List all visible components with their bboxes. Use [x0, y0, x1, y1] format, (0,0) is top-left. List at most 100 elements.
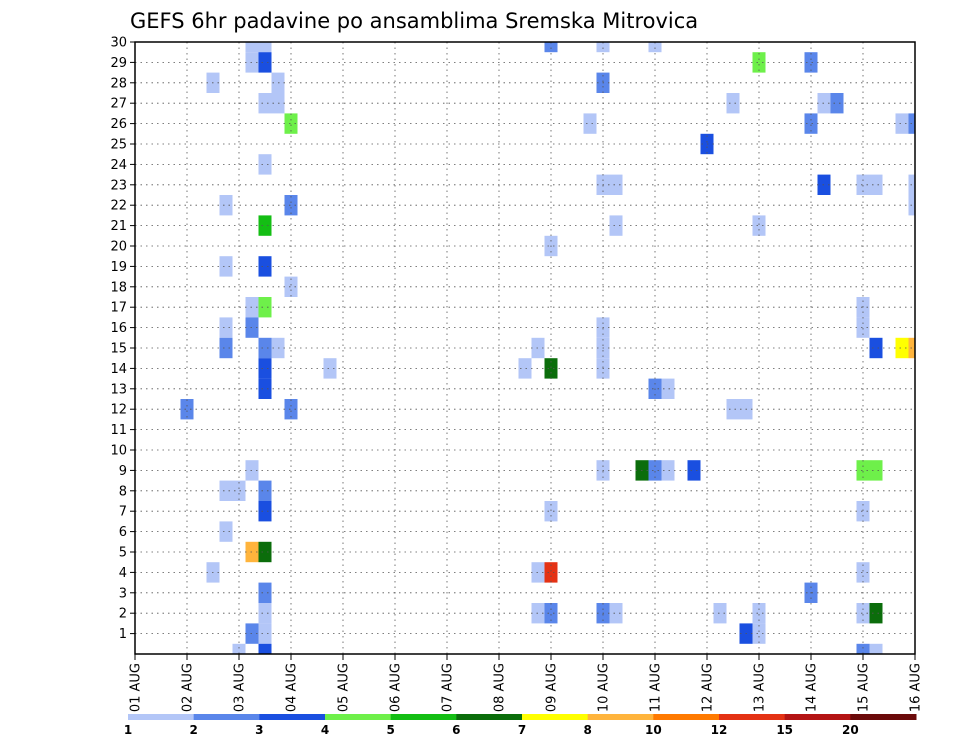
heat-cell [609, 174, 623, 195]
x-tick-label: 03 AUG [233, 663, 248, 712]
y-tick-label: 13 [110, 382, 127, 397]
y-tick-label: 15 [110, 342, 127, 357]
heat-cell [544, 501, 558, 522]
heat-cell [713, 603, 727, 624]
y-tick-label: 14 [110, 362, 127, 377]
x-tick-label: 15 AUG [857, 663, 872, 712]
colorbar-swatch [522, 714, 589, 720]
colorbar-swatch [390, 714, 457, 720]
x-tick-label: 01 AUG [129, 663, 144, 712]
heat-cell [687, 460, 701, 481]
heat-cell [258, 215, 272, 236]
y-tick-label: 1 [119, 627, 127, 642]
y-tick-label: 18 [110, 280, 127, 295]
heat-cell [219, 256, 233, 277]
y-tick-label: 30 [110, 36, 127, 51]
heat-cell [219, 317, 233, 338]
x-tick-label: 05 AUG [337, 663, 352, 712]
x-tick-label: 14 AUG [805, 663, 820, 712]
y-tick-label: 16 [110, 321, 127, 336]
heat-cell [830, 93, 844, 114]
colorbar-label: 8 [583, 723, 591, 737]
heat-cell [752, 603, 766, 624]
heat-cell [895, 337, 909, 359]
heat-cell [258, 52, 272, 73]
y-tick-label: 3 [119, 586, 127, 601]
heat-cell [284, 399, 298, 420]
heat-cell [180, 399, 194, 420]
y-tick-label: 11 [110, 423, 127, 438]
heat-cell [726, 399, 740, 420]
heat-cell [856, 562, 870, 583]
heat-cell [258, 582, 272, 603]
heat-cell [258, 603, 272, 624]
y-tick-label: 17 [110, 301, 127, 316]
heat-cell [258, 297, 272, 318]
heat-cell [284, 113, 298, 134]
heat-cell [869, 174, 883, 195]
colorbar-swatch [128, 714, 195, 720]
heat-cell [804, 52, 818, 73]
heat-cell [869, 643, 883, 654]
heat-cell [232, 480, 246, 501]
heat-cell [856, 317, 870, 338]
heat-cell [544, 42, 558, 53]
x-tick-label: 10 AUG [597, 663, 612, 712]
heat-cell [219, 337, 233, 359]
colorbar-swatch [653, 714, 720, 720]
colorbar-label: 15 [776, 723, 793, 737]
heat-cell [258, 541, 272, 563]
y-tick-label: 22 [110, 199, 127, 214]
colorbar-swatch [456, 714, 523, 720]
heat-cell [219, 480, 233, 501]
y-tick-label: 19 [110, 260, 127, 275]
heat-cell [219, 521, 233, 542]
heat-cell [752, 52, 766, 73]
heat-cell [856, 643, 870, 654]
heat-cell [661, 378, 675, 399]
colorbar: 1 2 3 4 5 6 7 8 10 12 15 20 [124, 714, 917, 737]
heat-cell [544, 603, 558, 624]
colorbar-label: 4 [321, 723, 329, 737]
y-tick-label: 29 [110, 56, 127, 71]
heat-cell [258, 623, 272, 644]
y-tick-label: 25 [110, 138, 127, 153]
y-tick-label: 23 [110, 178, 127, 193]
heat-cell [258, 480, 272, 501]
heat-cell [258, 256, 272, 277]
colorbar-label: 2 [189, 723, 197, 737]
colorbar-swatch [259, 714, 326, 720]
x-tick-label: 06 AUG [389, 663, 404, 712]
y-tick-label: 2 [119, 607, 127, 622]
colorbar-swatch [193, 714, 260, 720]
colorbar-label: 7 [518, 723, 526, 737]
y-tick-label: 12 [110, 403, 127, 418]
heat-cell [856, 460, 870, 481]
heat-cell [258, 378, 272, 399]
heat-cell [245, 42, 259, 53]
y-tick-label: 4 [119, 566, 127, 581]
y-tick-label: 9 [119, 464, 127, 479]
y-tick-label: 28 [110, 76, 127, 91]
heat-cell [752, 215, 766, 236]
colorbar-swatch [587, 714, 654, 720]
colorbar-swatch [784, 714, 851, 720]
heat-cell [752, 623, 766, 644]
y-tick-label: 21 [110, 219, 127, 234]
heat-cell [232, 643, 246, 654]
x-tick-label: 02 AUG [181, 663, 196, 712]
y-axis: 1234567891011121314151617181920212223242… [110, 36, 135, 642]
heat-cell [544, 358, 558, 379]
y-tick-label: 20 [110, 240, 127, 255]
colorbar-label: 12 [711, 723, 728, 737]
heat-cell [258, 643, 272, 654]
heat-cell [518, 358, 532, 379]
y-tick-label: 5 [119, 546, 127, 561]
heat-cell [323, 358, 337, 379]
y-tick-label: 10 [110, 444, 127, 459]
heat-cell [804, 113, 818, 134]
heat-cell [258, 358, 272, 379]
heat-cell [596, 42, 610, 53]
colorbar-label: 1 [124, 723, 132, 737]
heat-cell [258, 93, 272, 114]
